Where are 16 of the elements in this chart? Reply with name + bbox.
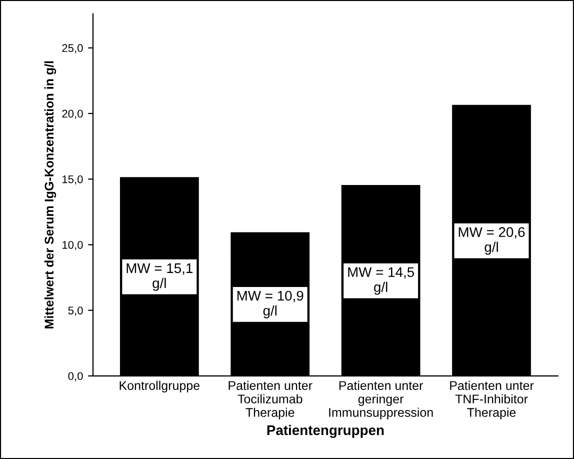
x-tick-label: Kontrollgruppe: [120, 380, 200, 392]
y-tick-label: 5,0: [68, 306, 83, 316]
data-label: MW = 20,6 g/l: [458, 227, 525, 255]
data-label: MW = 14,5 g/l: [348, 267, 414, 295]
y-tick-label: 20,0: [62, 110, 83, 119]
y-tick-label: 0,0: [68, 372, 83, 382]
y-tick-label: 25,0: [62, 44, 83, 54]
data-label: MW = 10,9 g/l: [237, 290, 304, 318]
x-axis-title: Patientengruppen: [267, 424, 384, 438]
y-tick-label: 10,0: [62, 240, 83, 250]
x-tick-label: Patienten unter Tocilizumab Therapie: [228, 380, 312, 420]
x-tick-label: Patienten unter geringer Immunsuppression: [329, 380, 433, 420]
x-tick-label: Patienten unter TNF-Inhibitor Therapie: [450, 380, 534, 420]
y-tick-label: 15,0: [62, 175, 83, 185]
y-axis-title: Mittelwert der Serum IgG-Konzentration in g/l: [44, 61, 56, 328]
data-label: MW = 15,1 g/l: [126, 263, 192, 291]
